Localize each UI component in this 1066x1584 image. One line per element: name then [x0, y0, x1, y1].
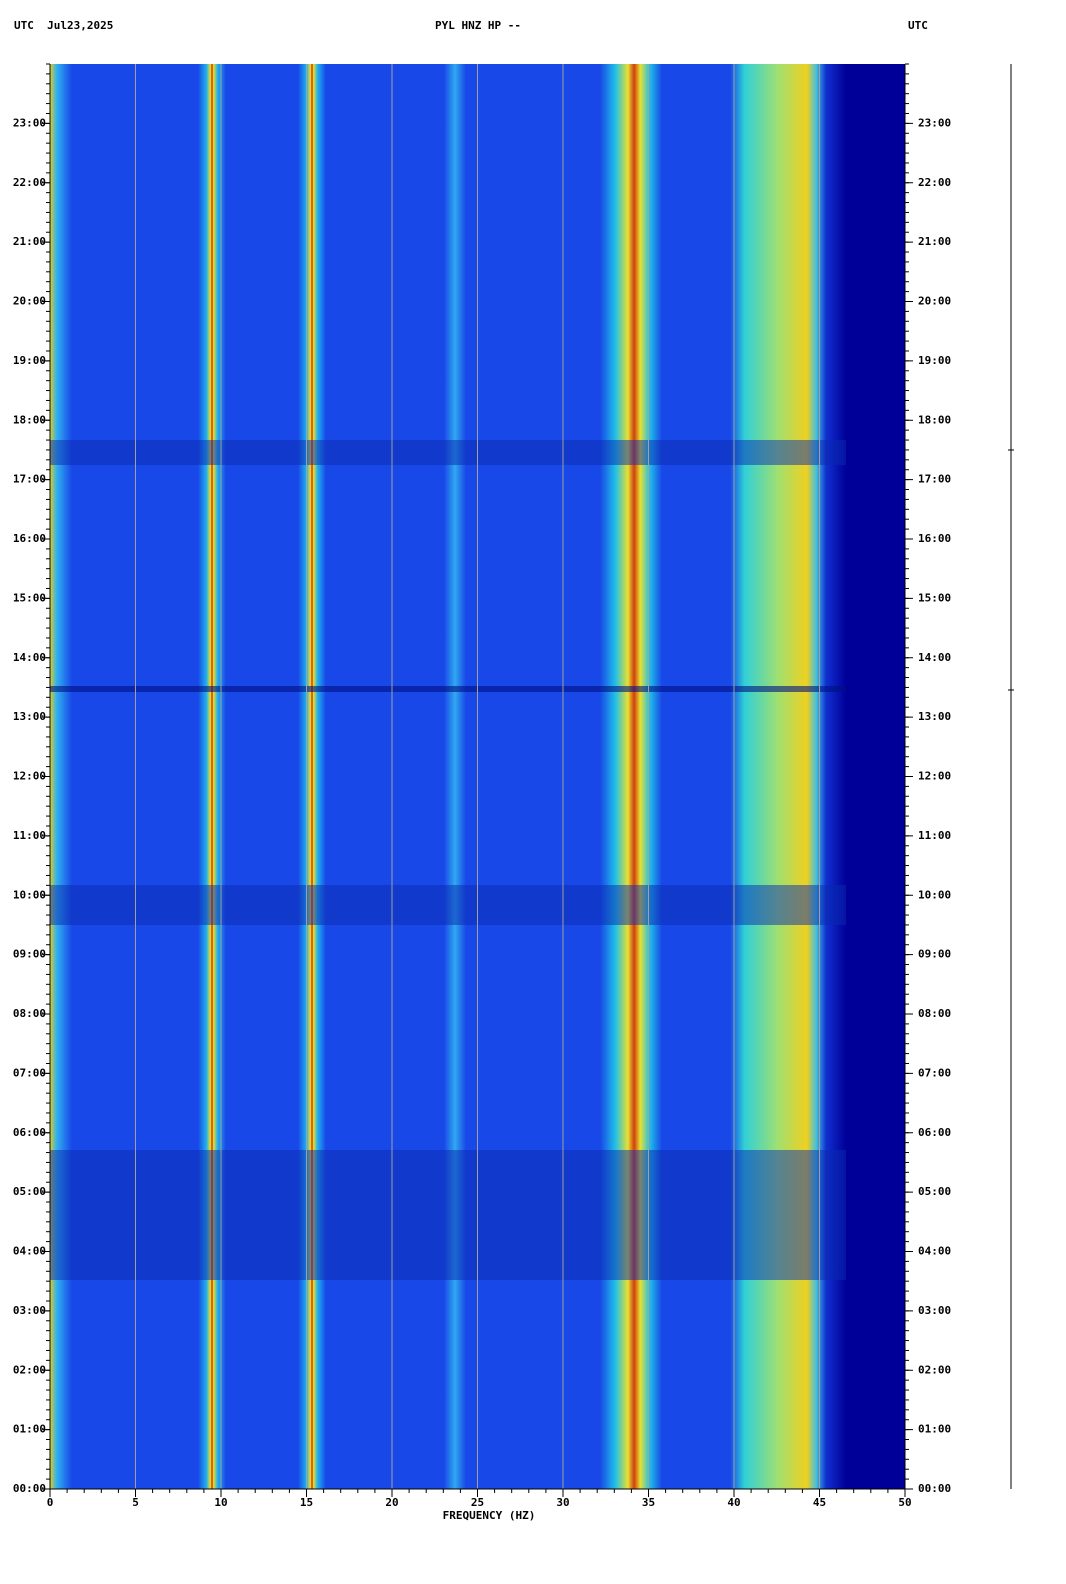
y-tick-label: 07:00	[918, 1066, 951, 1079]
x-tick-label: 5	[132, 1496, 139, 1509]
y-tick-label: 13:00	[918, 710, 951, 723]
x-tick-label: 15	[300, 1496, 313, 1509]
y-tick-label: 05:00	[13, 1185, 46, 1198]
y-tick-label: 02:00	[13, 1363, 46, 1376]
x-tick-label: 45	[813, 1496, 826, 1509]
y-tick-label: 00:00	[13, 1482, 46, 1495]
x-axis-label: FREQUENCY (HZ)	[443, 1509, 536, 1522]
right-header: UTC	[908, 19, 928, 32]
y-tick-label: 22:00	[918, 176, 951, 189]
y-tick-label: 04:00	[918, 1245, 951, 1258]
y-tick-label: 15:00	[918, 591, 951, 604]
y-tick-label: 11:00	[918, 829, 951, 842]
y-tick-label: 05:00	[918, 1185, 951, 1198]
y-tick-label: 10:00	[13, 888, 46, 901]
y-tick-label: 18:00	[918, 413, 951, 426]
y-tick-label: 06:00	[13, 1126, 46, 1139]
y-tick-label: 15:00	[13, 591, 46, 604]
x-tick-label: 35	[642, 1496, 655, 1509]
y-tick-label: 19:00	[13, 354, 46, 367]
y-tick-label: 16:00	[13, 532, 46, 545]
y-tick-label: 16:00	[918, 532, 951, 545]
y-tick-label: 12:00	[13, 770, 46, 783]
x-tick-label: 40	[727, 1496, 740, 1509]
y-tick-label: 10:00	[918, 888, 951, 901]
y-tick-label: 02:00	[918, 1363, 951, 1376]
y-tick-label: 14:00	[918, 651, 951, 664]
x-tick-label: 30	[556, 1496, 569, 1509]
y-tick-label: 22:00	[13, 176, 46, 189]
left-header: UTC Jul23,2025	[14, 19, 113, 32]
y-tick-label: 09:00	[13, 948, 46, 961]
chart-title: PYL HNZ HP --	[435, 19, 521, 32]
y-tick-label: 14:00	[13, 651, 46, 664]
y-tick-label: 06:00	[918, 1126, 951, 1139]
y-tick-label: 19:00	[918, 354, 951, 367]
y-tick-label: 01:00	[918, 1423, 951, 1436]
x-tick-label: 20	[385, 1496, 398, 1509]
y-tick-label: 07:00	[13, 1066, 46, 1079]
y-tick-label: 09:00	[918, 948, 951, 961]
y-tick-label: 23:00	[13, 116, 46, 129]
y-tick-label: 03:00	[13, 1304, 46, 1317]
y-tick-label: 21:00	[13, 235, 46, 248]
y-tick-label: 23:00	[918, 116, 951, 129]
y-tick-label: 01:00	[13, 1423, 46, 1436]
y-tick-label: 08:00	[918, 1007, 951, 1020]
y-tick-label: 03:00	[918, 1304, 951, 1317]
y-tick-label: 00:00	[918, 1482, 951, 1495]
y-tick-label: 13:00	[13, 710, 46, 723]
y-tick-label: 08:00	[13, 1007, 46, 1020]
y-tick-label: 21:00	[918, 235, 951, 248]
x-tick-label: 25	[471, 1496, 484, 1509]
y-tick-label: 12:00	[918, 770, 951, 783]
x-tick-label: 0	[47, 1496, 54, 1509]
y-tick-label: 17:00	[13, 473, 46, 486]
y-tick-label: 20:00	[918, 295, 951, 308]
x-tick-label: 50	[898, 1496, 911, 1509]
y-tick-label: 04:00	[13, 1245, 46, 1258]
side-scale	[1008, 64, 1014, 1489]
y-tick-label: 11:00	[13, 829, 46, 842]
x-tick-label: 10	[214, 1496, 227, 1509]
y-tick-label: 20:00	[13, 295, 46, 308]
y-tick-label: 17:00	[918, 473, 951, 486]
y-tick-label: 18:00	[13, 413, 46, 426]
